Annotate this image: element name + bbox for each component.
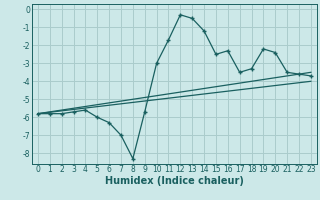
X-axis label: Humidex (Indice chaleur): Humidex (Indice chaleur) — [105, 176, 244, 186]
